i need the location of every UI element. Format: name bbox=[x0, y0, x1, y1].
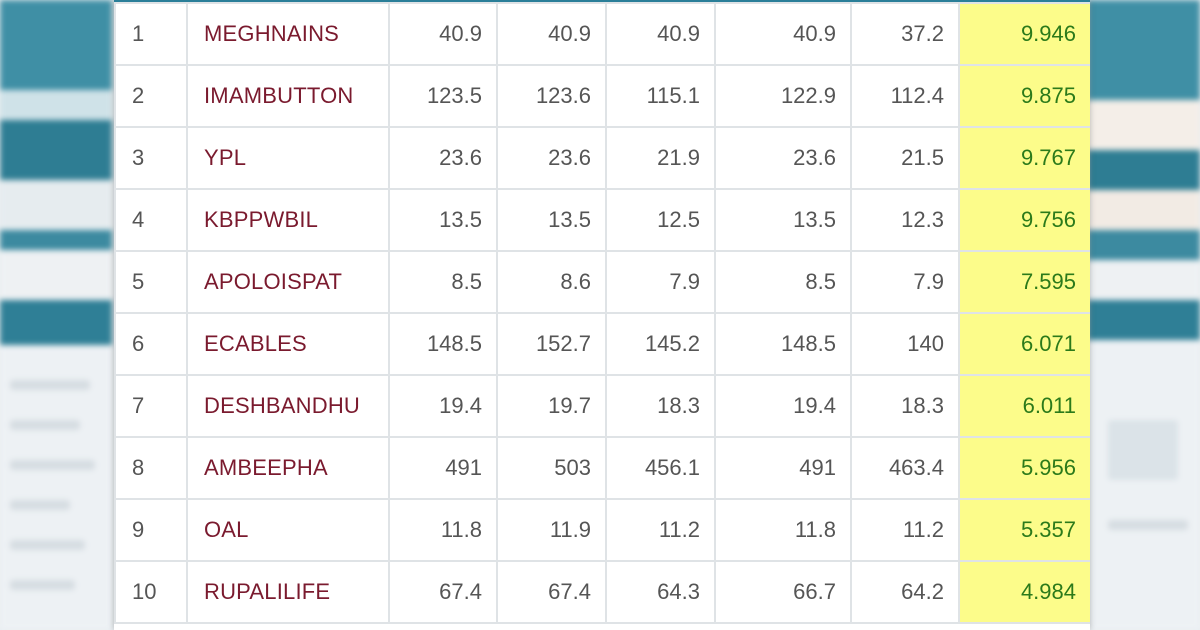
rank-cell: 5 bbox=[114, 250, 188, 314]
price-cell: 11.8 bbox=[714, 498, 852, 562]
price-cell: 463.4 bbox=[850, 436, 960, 500]
price-cell: 64.2 bbox=[850, 560, 960, 624]
price-cell: 122.9 bbox=[714, 64, 852, 128]
rank-cell: 9 bbox=[114, 498, 188, 562]
price-cell: 11.2 bbox=[605, 498, 716, 562]
trading-code-link[interactable]: RUPALILIFE bbox=[186, 560, 390, 624]
table-row: 5 APOLOISPAT 8.5 8.6 7.9 8.5 7.9 7.595 bbox=[114, 250, 1090, 314]
price-cell: 11.2 bbox=[850, 498, 960, 562]
change-percent-cell: 4.984 bbox=[958, 560, 1090, 624]
price-cell: 18.3 bbox=[605, 374, 716, 438]
top-gainers-table-panel: 1 MEGHNAINS 40.9 40.9 40.9 40.9 37.2 9.946 2 IMAM… bbox=[114, 0, 1090, 630]
rank-cell: 6 bbox=[114, 312, 188, 376]
table-row: 7 DESHBANDHU 19.4 19.7 18.3 19.4 18.3 6.011 bbox=[114, 374, 1090, 438]
rank-cell: 3 bbox=[114, 126, 188, 190]
price-cell: 456.1 bbox=[605, 436, 716, 500]
change-percent-cell: 5.357 bbox=[958, 498, 1090, 562]
table-row: 1 MEGHNAINS 40.9 40.9 40.9 40.9 37.2 9.946 bbox=[114, 2, 1090, 66]
price-cell: 19.4 bbox=[714, 374, 852, 438]
price-cell: 13.5 bbox=[388, 188, 498, 252]
price-cell: 11.9 bbox=[496, 498, 607, 562]
change-percent-cell: 5.956 bbox=[958, 436, 1090, 500]
price-cell: 64.3 bbox=[605, 560, 716, 624]
trading-code-link[interactable]: OAL bbox=[186, 498, 390, 562]
change-percent-cell: 9.875 bbox=[958, 64, 1090, 128]
table-row: 6 ECABLES 148.5 152.7 145.2 148.5 140 6.071 bbox=[114, 312, 1090, 376]
table-row: 4 KBPPWBIL 13.5 13.5 12.5 13.5 12.3 9.756 bbox=[114, 188, 1090, 252]
price-cell: 40.9 bbox=[388, 2, 498, 66]
price-cell: 112.4 bbox=[850, 64, 960, 128]
table-row: 2 IMAMBUTTON 123.5 123.6 115.1 122.9 112.4 9.87… bbox=[114, 64, 1090, 128]
price-cell: 503 bbox=[496, 436, 607, 500]
price-cell: 140 bbox=[850, 312, 960, 376]
price-cell: 115.1 bbox=[605, 64, 716, 128]
rank-cell: 2 bbox=[114, 64, 188, 128]
price-cell: 66.7 bbox=[714, 560, 852, 624]
price-cell: 145.2 bbox=[605, 312, 716, 376]
change-percent-cell: 9.946 bbox=[958, 2, 1090, 66]
header-strip bbox=[114, 0, 1090, 2]
price-cell: 8.6 bbox=[496, 250, 607, 314]
trading-code-link[interactable]: KBPPWBIL bbox=[186, 188, 390, 252]
price-cell: 67.4 bbox=[388, 560, 498, 624]
price-cell: 12.3 bbox=[850, 188, 960, 252]
price-cell: 7.9 bbox=[850, 250, 960, 314]
background-right-panel bbox=[1088, 0, 1200, 630]
price-cell: 23.6 bbox=[496, 126, 607, 190]
price-cell: 123.5 bbox=[388, 64, 498, 128]
trading-code-link[interactable]: AMBEEPHA bbox=[186, 436, 390, 500]
price-cell: 40.9 bbox=[605, 2, 716, 66]
trading-code-link[interactable]: ECABLES bbox=[186, 312, 390, 376]
price-cell: 21.9 bbox=[605, 126, 716, 190]
table-row: 9 OAL 11.8 11.9 11.2 11.8 11.2 5.357 bbox=[114, 498, 1090, 562]
change-percent-cell: 9.756 bbox=[958, 188, 1090, 252]
price-cell: 18.3 bbox=[850, 374, 960, 438]
rank-cell: 1 bbox=[114, 2, 188, 66]
price-cell: 148.5 bbox=[714, 312, 852, 376]
price-cell: 67.4 bbox=[496, 560, 607, 624]
trading-code-link[interactable]: IMAMBUTTON bbox=[186, 64, 390, 128]
price-cell: 19.4 bbox=[388, 374, 498, 438]
trading-code-link[interactable]: APOLOISPAT bbox=[186, 250, 390, 314]
top-gainers-table: 1 MEGHNAINS 40.9 40.9 40.9 40.9 37.2 9.946 2 IMAM… bbox=[114, 2, 1090, 624]
price-cell: 148.5 bbox=[388, 312, 498, 376]
trading-code-link[interactable]: YPL bbox=[186, 126, 390, 190]
price-cell: 13.5 bbox=[714, 188, 852, 252]
price-cell: 11.8 bbox=[388, 498, 498, 562]
price-cell: 23.6 bbox=[388, 126, 498, 190]
change-percent-cell: 9.767 bbox=[958, 126, 1090, 190]
table-row: 8 AMBEEPHA 491 503 456.1 491 463.4 5.956 bbox=[114, 436, 1090, 500]
background-left-panel bbox=[0, 0, 112, 630]
table-row: 3 YPL 23.6 23.6 21.9 23.6 21.5 9.767 bbox=[114, 126, 1090, 190]
price-cell: 19.7 bbox=[496, 374, 607, 438]
rank-cell: 7 bbox=[114, 374, 188, 438]
price-cell: 40.9 bbox=[496, 2, 607, 66]
trading-code-link[interactable]: MEGHNAINS bbox=[186, 2, 390, 66]
price-cell: 152.7 bbox=[496, 312, 607, 376]
price-cell: 12.5 bbox=[605, 188, 716, 252]
rank-cell: 8 bbox=[114, 436, 188, 500]
price-cell: 491 bbox=[388, 436, 498, 500]
table-row: 10 RUPALILIFE 67.4 67.4 64.3 66.7 64.2 4.984 bbox=[114, 560, 1090, 624]
price-cell: 21.5 bbox=[850, 126, 960, 190]
table-body: 1 MEGHNAINS 40.9 40.9 40.9 40.9 37.2 9.946 2 IMAM… bbox=[114, 2, 1090, 624]
price-cell: 123.6 bbox=[496, 64, 607, 128]
price-cell: 40.9 bbox=[714, 2, 852, 66]
price-cell: 491 bbox=[714, 436, 852, 500]
price-cell: 37.2 bbox=[850, 2, 960, 66]
price-cell: 8.5 bbox=[714, 250, 852, 314]
price-cell: 8.5 bbox=[388, 250, 498, 314]
trading-code-link[interactable]: DESHBANDHU bbox=[186, 374, 390, 438]
rank-cell: 4 bbox=[114, 188, 188, 252]
price-cell: 7.9 bbox=[605, 250, 716, 314]
price-cell: 23.6 bbox=[714, 126, 852, 190]
price-cell: 13.5 bbox=[496, 188, 607, 252]
change-percent-cell: 6.011 bbox=[958, 374, 1090, 438]
change-percent-cell: 6.071 bbox=[958, 312, 1090, 376]
rank-cell: 10 bbox=[114, 560, 188, 624]
change-percent-cell: 7.595 bbox=[958, 250, 1090, 314]
